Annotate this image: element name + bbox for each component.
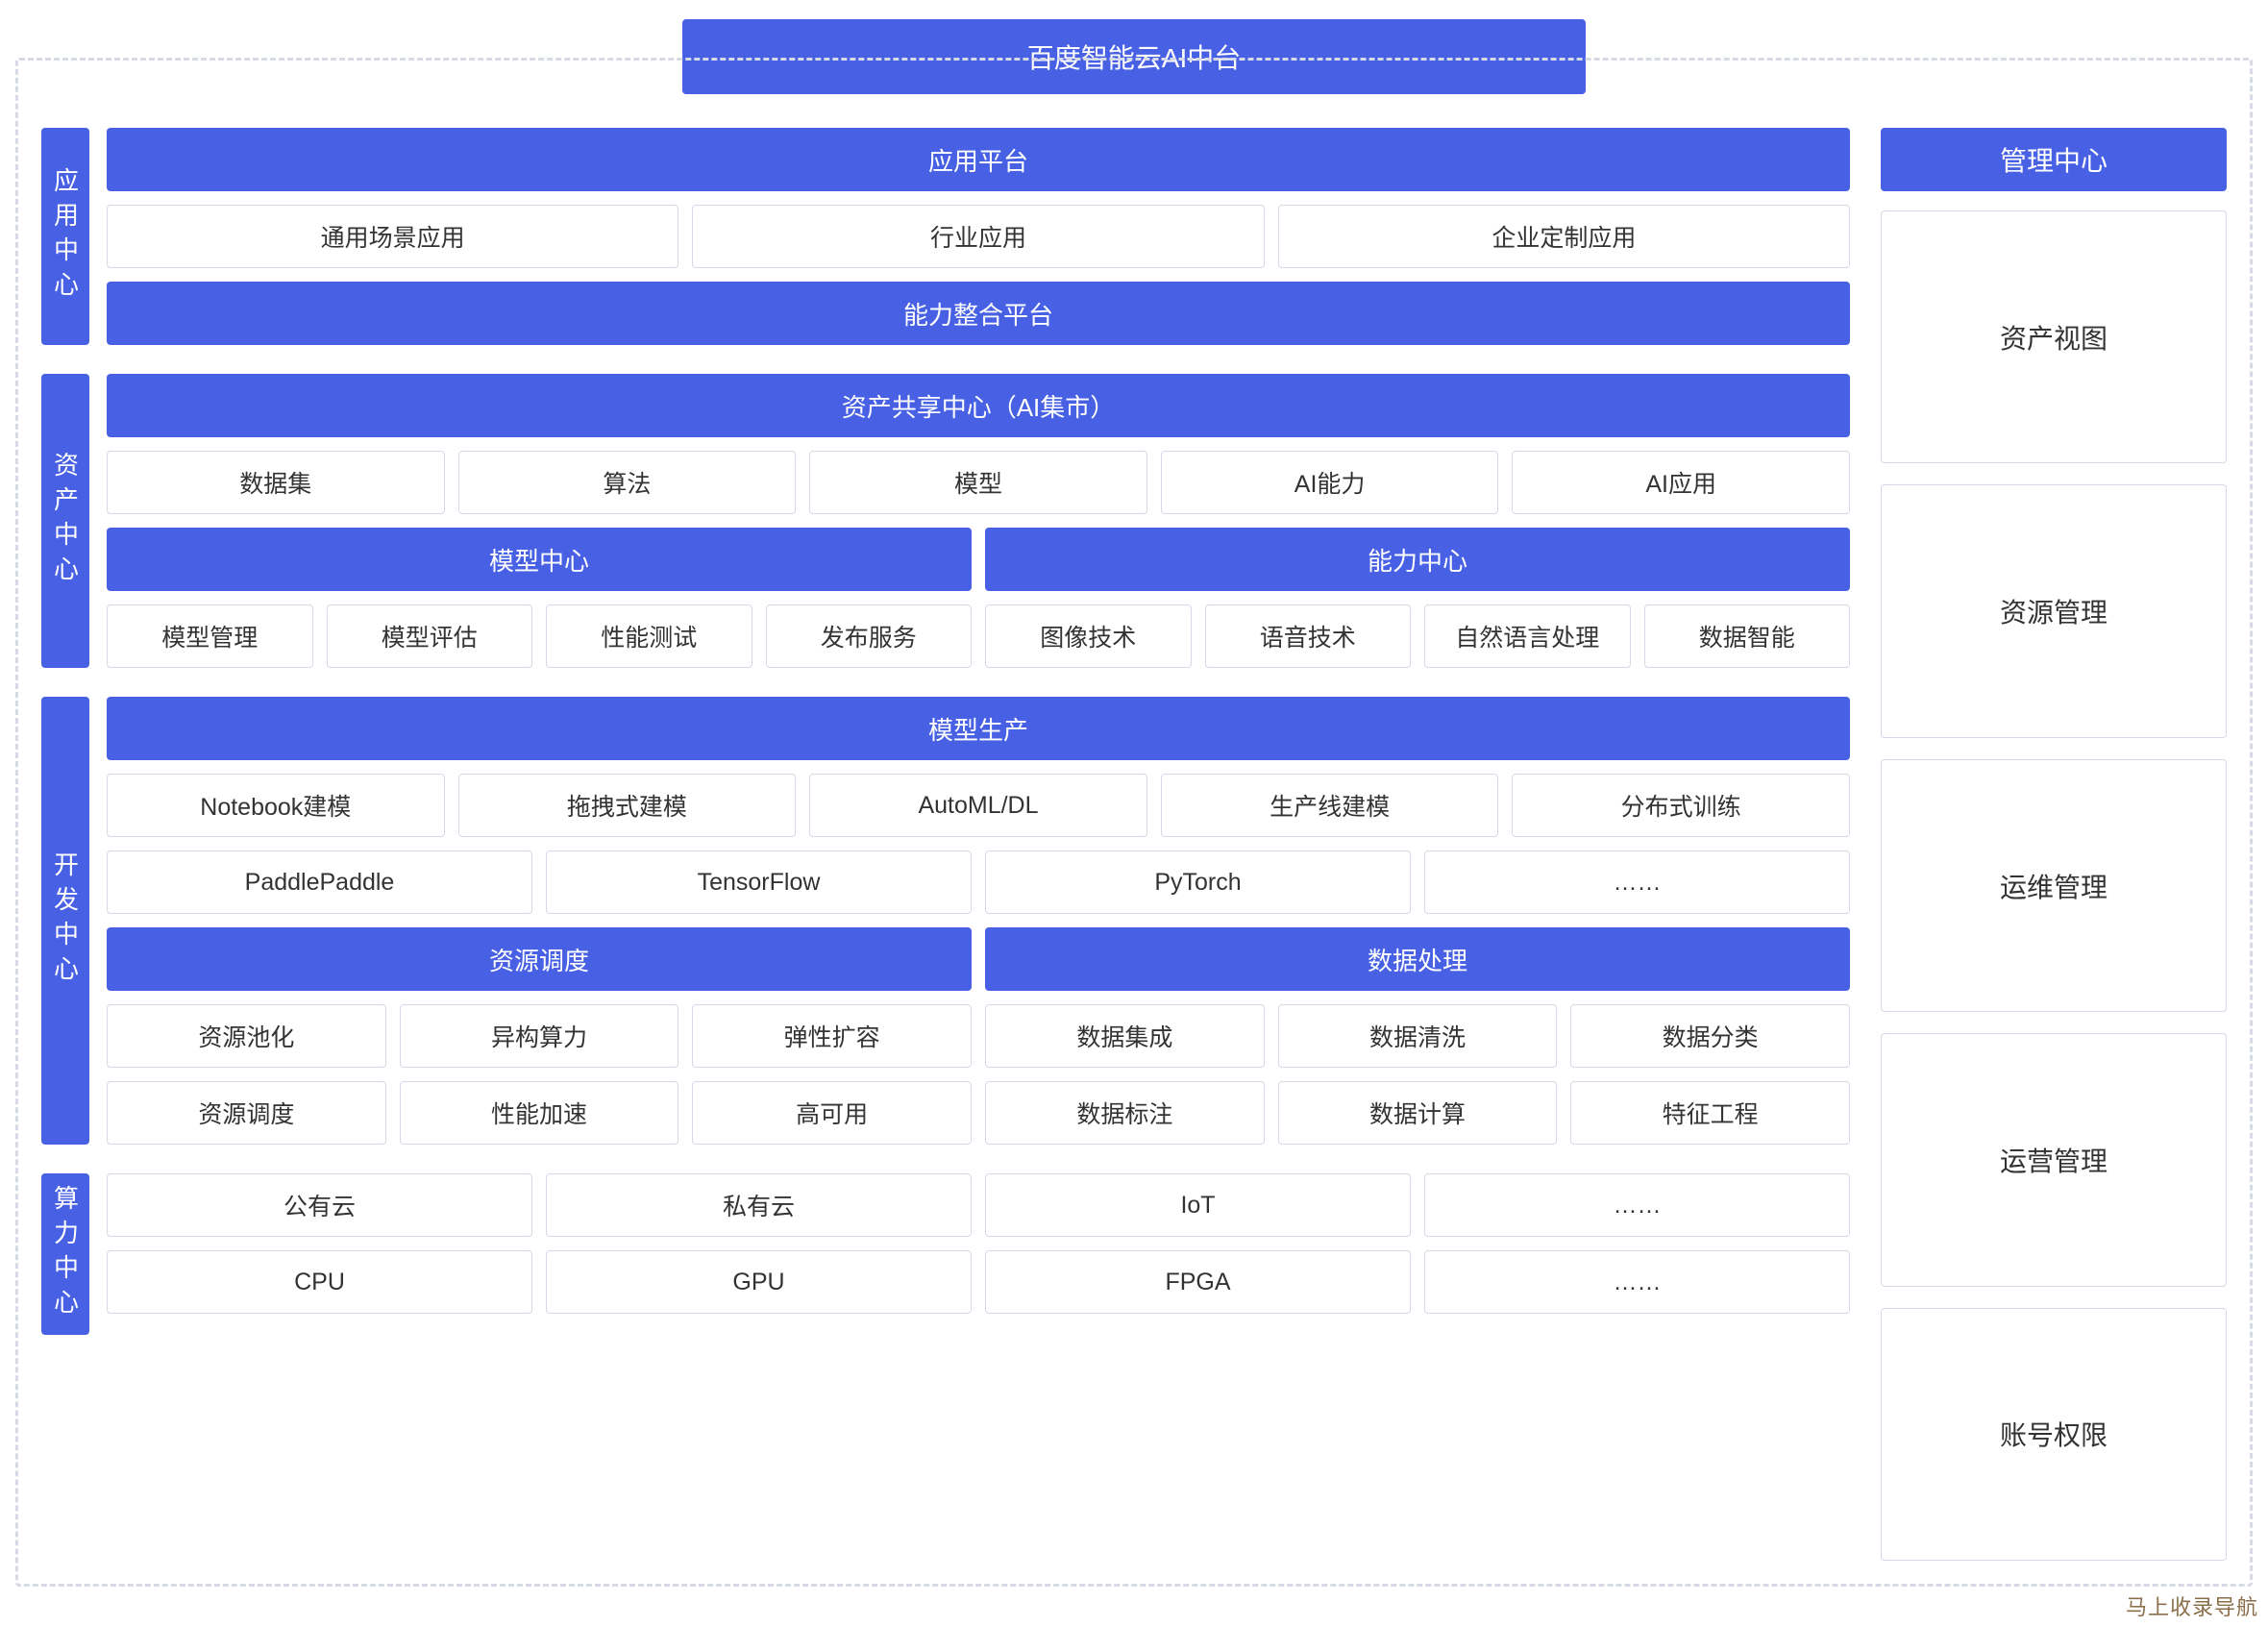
dev-item: Notebook建模	[107, 774, 445, 837]
asset-item: 算法	[458, 451, 797, 514]
resource-item: 弹性扩容	[692, 1004, 972, 1068]
resource-schedule-header: 资源调度	[107, 927, 972, 991]
mgmt-header: 管理中心	[1881, 128, 2227, 191]
compute-item: IoT	[985, 1173, 1411, 1237]
capability-item: 自然语言处理	[1424, 604, 1631, 668]
app-item: 通用场景应用	[107, 205, 678, 268]
data-item: 数据计算	[1278, 1081, 1558, 1145]
data-process-header: 数据处理	[985, 927, 1850, 991]
framework-item: PyTorch	[985, 850, 1411, 914]
resource-item: 资源调度	[107, 1081, 386, 1145]
framework-item: ……	[1424, 850, 1850, 914]
app-item: 行业应用	[692, 205, 1264, 268]
data-item: 数据清洗	[1278, 1004, 1558, 1068]
compute-item: ……	[1424, 1250, 1850, 1314]
dev-item: AutoML/DL	[809, 774, 1147, 837]
framework-item: TensorFlow	[546, 850, 972, 914]
data-item: 数据标注	[985, 1081, 1265, 1145]
compute-item: CPU	[107, 1250, 532, 1314]
data-item: 数据分类	[1570, 1004, 1850, 1068]
section-app: 应用中心 应用平台 通用场景应用 行业应用 企业定制应用 能力整合平台	[41, 128, 1850, 345]
mgmt-item: 账号权限	[1881, 1308, 2227, 1561]
mgmt-item: 运营管理	[1881, 1033, 2227, 1286]
compute-item: 私有云	[546, 1173, 972, 1237]
mgmt-item: 运维管理	[1881, 759, 2227, 1012]
resource-item: 高可用	[692, 1081, 972, 1145]
capability-item: 语音技术	[1205, 604, 1412, 668]
section-label-asset: 资产中心	[41, 374, 89, 668]
data-item: 数据集成	[985, 1004, 1265, 1068]
asset-item: 模型	[809, 451, 1147, 514]
left-column: 应用中心 应用平台 通用场景应用 行业应用 企业定制应用 能力整合平台 资产中心…	[41, 128, 1850, 1561]
app-capability-header: 能力整合平台	[107, 282, 1850, 345]
dev-item: 分布式训练	[1512, 774, 1850, 837]
data-item: 特征工程	[1570, 1081, 1850, 1145]
dev-item: 拖拽式建模	[458, 774, 797, 837]
section-dev: 开发中心 模型生产 Notebook建模 拖拽式建模 AutoML/DL 生产线…	[41, 697, 1850, 1145]
asset-item: AI能力	[1161, 451, 1499, 514]
resource-item: 资源池化	[107, 1004, 386, 1068]
model-production-header: 模型生产	[107, 697, 1850, 760]
model-center-header: 模型中心	[107, 528, 972, 591]
section-label-compute: 算力中心	[41, 1173, 89, 1335]
section-compute: 算力中心 公有云 私有云 IoT …… CPU GPU FPGA ……	[41, 1173, 1850, 1335]
compute-item: FPGA	[985, 1250, 1411, 1314]
dev-item: 生产线建模	[1161, 774, 1499, 837]
compute-item: ……	[1424, 1173, 1850, 1237]
model-item: 模型管理	[107, 604, 313, 668]
capability-item: 图像技术	[985, 604, 1192, 668]
resource-item: 性能加速	[400, 1081, 679, 1145]
model-item: 发布服务	[766, 604, 973, 668]
capability-item: 数据智能	[1644, 604, 1851, 668]
model-item: 性能测试	[546, 604, 752, 668]
capability-center-header: 能力中心	[985, 528, 1850, 591]
asset-share-header: 资产共享中心（AI集市）	[107, 374, 1850, 437]
compute-item: GPU	[546, 1250, 972, 1314]
mgmt-item: 资产视图	[1881, 210, 2227, 463]
watermark: 马上收录导航	[2126, 1590, 2258, 1621]
resource-item: 异构算力	[400, 1004, 679, 1068]
diagram-frame: 应用中心 应用平台 通用场景应用 行业应用 企业定制应用 能力整合平台 资产中心…	[15, 58, 2253, 1587]
section-label-dev: 开发中心	[41, 697, 89, 1145]
section-asset: 资产中心 资产共享中心（AI集市） 数据集 算法 模型 AI能力 AI应用 模型…	[41, 374, 1850, 668]
section-label-app: 应用中心	[41, 128, 89, 345]
model-item: 模型评估	[327, 604, 533, 668]
framework-item: PaddlePaddle	[107, 850, 532, 914]
mgmt-item: 资源管理	[1881, 484, 2227, 737]
compute-item: 公有云	[107, 1173, 532, 1237]
asset-item: 数据集	[107, 451, 445, 514]
app-platform-header: 应用平台	[107, 128, 1850, 191]
mgmt-column: 管理中心 资产视图 资源管理 运维管理 运营管理 账号权限	[1881, 128, 2227, 1561]
app-item: 企业定制应用	[1278, 205, 1850, 268]
asset-item: AI应用	[1512, 451, 1850, 514]
